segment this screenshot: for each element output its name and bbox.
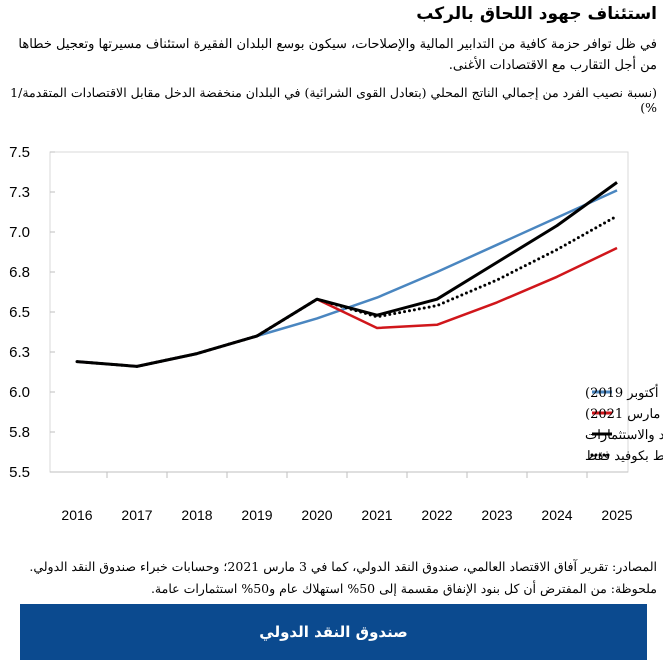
chart-title: استئناف جهود اللحاق بالركب bbox=[416, 4, 657, 24]
sources-note: المصادر: تقرير آفاق الاقتصاد العالمي، صن… bbox=[4, 556, 657, 600]
y-tick-label: 7.0 bbox=[9, 224, 30, 241]
unit-note: (نسبة نصيب الفرد من إجمالي الناتج المحلي… bbox=[10, 85, 657, 115]
imf-footer-banner: صندوق النقد الدولي bbox=[20, 604, 647, 660]
note-text: ملحوظة: من المفترض أن كل بنود الإنفاق مق… bbox=[150, 581, 657, 596]
series-line-0 bbox=[76, 189, 618, 368]
y-tick-label: 5.5 bbox=[9, 464, 30, 481]
x-tick-label: 2020 bbox=[301, 507, 332, 523]
x-tick-label: 2019 bbox=[241, 507, 272, 523]
y-tick-label: 6.0 bbox=[9, 384, 30, 401]
chart-subtitle: في ظل توافر حزمة كافية من التدابير المال… bbox=[18, 37, 657, 73]
x-tick-label: 2016 bbox=[61, 507, 92, 523]
series-line-2 bbox=[76, 181, 618, 368]
y-tick-label: 5.8 bbox=[9, 424, 30, 441]
legend-label: النسبة المتوقعة بعد كوفيد (آفاق الاقتصاد… bbox=[585, 405, 663, 422]
x-tick-label: 2022 bbox=[421, 507, 452, 523]
x-tick-label: 2024 bbox=[541, 507, 572, 523]
legend-label: النسبة المتوقعة بعد الإنفاق الإضافي المر… bbox=[585, 449, 663, 464]
y-tick-label: 7.5 bbox=[9, 144, 30, 161]
y-tick-label: 7.3 bbox=[9, 184, 30, 201]
legend-label: النسبة المتوقعة قبل كوفيد (آفاق الاقتصاد… bbox=[585, 384, 663, 401]
y-tick-label: 6.3 bbox=[9, 344, 30, 361]
line-chart: 5.5 5.8 6.0 6.3 6.5 6.8 7.0 7.3 7.5 2016 2017 2018 2… bbox=[9, 144, 663, 523]
x-tick-label: 2021 bbox=[361, 507, 392, 523]
y-tick-label: 6.8 bbox=[9, 264, 30, 281]
x-tick-label: 2018 bbox=[181, 507, 212, 523]
x-tick-label: 2025 bbox=[601, 507, 632, 523]
x-tick-label: 2023 bbox=[481, 507, 512, 523]
x-tick-label: 2017 bbox=[121, 507, 152, 523]
legend-label: النسبة المتوقعة بعد الإنفاق الإضافي المر… bbox=[585, 428, 663, 443]
y-tick-label: 6.5 bbox=[9, 304, 30, 321]
sources-text: المصادر: تقرير آفاق الاقتصاد العالمي، صن… bbox=[29, 559, 657, 574]
